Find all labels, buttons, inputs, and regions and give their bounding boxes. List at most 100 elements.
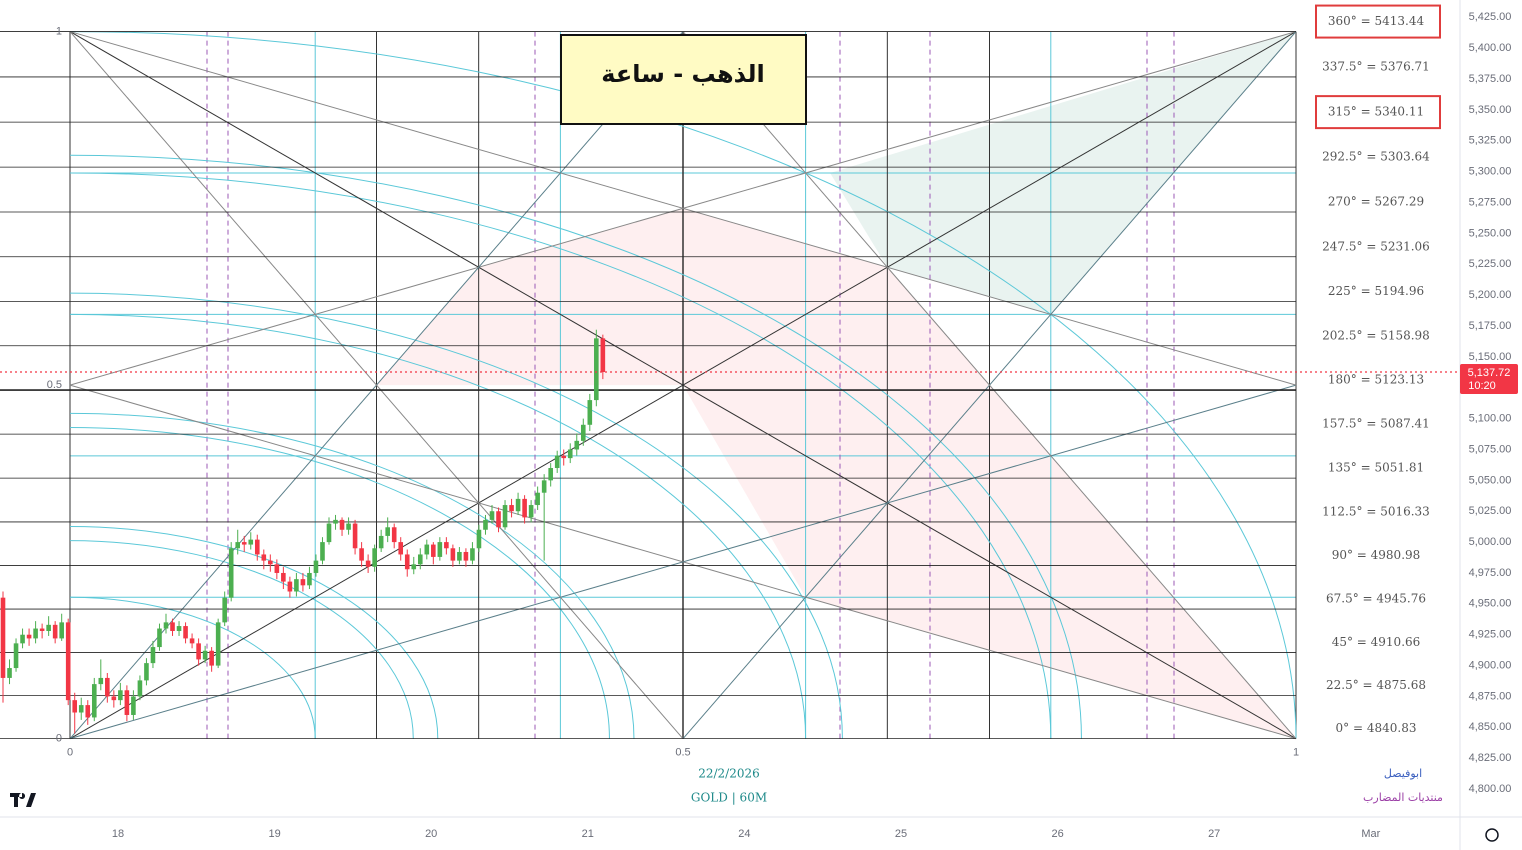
box-tick-left: 0 [56, 733, 62, 745]
level-highlight [1315, 4, 1441, 39]
candle-body [444, 542, 449, 549]
box-tick-bottom: 1 [1293, 747, 1299, 759]
candle-body [463, 551, 469, 561]
y-tick-label: 5,025.00 [1469, 505, 1512, 517]
logo [10, 793, 36, 807]
y-tick-label: 5,250.00 [1469, 227, 1512, 239]
candle-body [78, 705, 84, 713]
y-tick-label: 5,225.00 [1469, 258, 1512, 270]
candle-body [235, 542, 241, 549]
candle-body [20, 634, 25, 644]
x-tick-label: 18 [112, 828, 124, 840]
chart-title: الذهب - ساعة [601, 60, 764, 88]
level-label: 270° = 5267.29 [1328, 195, 1424, 209]
x-tick-label: Mar [1361, 828, 1380, 840]
fan-line [69, 31, 684, 739]
candle-body [580, 424, 586, 441]
level-label: 112.5° = 5016.33 [1322, 504, 1430, 518]
candle-body [307, 572, 312, 586]
x-tick-label: 19 [268, 828, 280, 840]
box-tick-bottom: 0 [67, 747, 73, 759]
y-tick-label: 5,200.00 [1469, 289, 1512, 301]
candle-body [320, 542, 325, 561]
x-tick-label: 25 [895, 828, 907, 840]
candle-body [111, 696, 117, 701]
candle-body [424, 544, 430, 555]
candle-body [274, 564, 280, 573]
candle-body [202, 650, 208, 660]
candle-body [91, 684, 97, 718]
candle-body [411, 564, 417, 570]
level-label: 0° = 4840.83 [1336, 721, 1417, 735]
candle-body [378, 535, 384, 549]
candle-body [431, 544, 436, 557]
y-tick-label: 4,925.00 [1469, 629, 1512, 641]
candle-body [300, 579, 306, 586]
candle-body [594, 338, 599, 401]
candle-body [26, 634, 32, 639]
level-label: 45° = 4910.66 [1332, 635, 1421, 649]
box-tick-bottom: 0.5 [675, 747, 690, 759]
candle-body [163, 622, 169, 629]
candle-body [248, 539, 254, 545]
candle-body [359, 548, 364, 561]
candle-body [450, 548, 456, 561]
fan-line [69, 31, 1297, 740]
candle-body [404, 554, 410, 570]
level-label: 247.5° = 5231.06 [1322, 239, 1430, 253]
countdown: 10:20 [1468, 380, 1496, 392]
candle-body [339, 519, 345, 530]
candle-body [215, 622, 221, 666]
candle-body [352, 523, 358, 549]
candle-body [150, 647, 156, 664]
level-label: 157.5° = 5087.41 [1322, 417, 1430, 431]
candle-body [176, 626, 182, 632]
candle-body [65, 622, 71, 701]
level-label: 67.5° = 4945.76 [1326, 592, 1426, 606]
candle-body [398, 542, 404, 555]
candle-body [105, 677, 110, 697]
candle-body [476, 529, 482, 549]
fan-line [69, 31, 1297, 386]
candle-body [528, 505, 534, 518]
candle-body [0, 597, 6, 678]
x-tick-label: 26 [1051, 828, 1063, 840]
candle-body [385, 527, 390, 536]
y-tick-label: 5,300.00 [1469, 166, 1512, 178]
level-label: 292.5° = 5303.64 [1322, 150, 1430, 164]
candle-body [157, 628, 162, 648]
candle-body [228, 548, 234, 598]
candle-body [522, 498, 527, 518]
candle-body [391, 527, 397, 543]
forum-label: منتديات المضارب [1363, 791, 1443, 804]
y-tick-label: 5,150.00 [1469, 351, 1512, 363]
candle-body [489, 511, 495, 520]
y-tick-label: 5,275.00 [1469, 196, 1512, 208]
candle-body [46, 624, 51, 632]
candle-body [183, 626, 188, 639]
candle-body [496, 511, 501, 528]
candle-body [33, 628, 38, 639]
y-tick-label: 4,900.00 [1469, 659, 1512, 671]
y-tick-label: 5,075.00 [1469, 443, 1512, 455]
candle-body [144, 663, 149, 681]
y-tick-label: 5,175.00 [1469, 320, 1512, 332]
x-tick-label: 21 [582, 828, 594, 840]
level-label: 22.5° = 4875.68 [1326, 678, 1426, 692]
candle-body [437, 542, 443, 557]
candle-body [241, 542, 247, 545]
box-tick-left: 1 [56, 25, 62, 37]
candle-body [209, 650, 214, 666]
candle-body [268, 560, 273, 565]
candle-body [7, 668, 12, 678]
candle-body [457, 551, 462, 561]
candle-body [535, 492, 540, 506]
candle-body [600, 338, 606, 373]
candle-body [72, 700, 78, 713]
candle-body [98, 677, 104, 685]
title-box [560, 34, 807, 125]
x-tick-label: 27 [1208, 828, 1220, 840]
y-tick-label: 5,050.00 [1469, 474, 1512, 486]
level-label: 337.5° = 5376.71 [1322, 59, 1430, 73]
